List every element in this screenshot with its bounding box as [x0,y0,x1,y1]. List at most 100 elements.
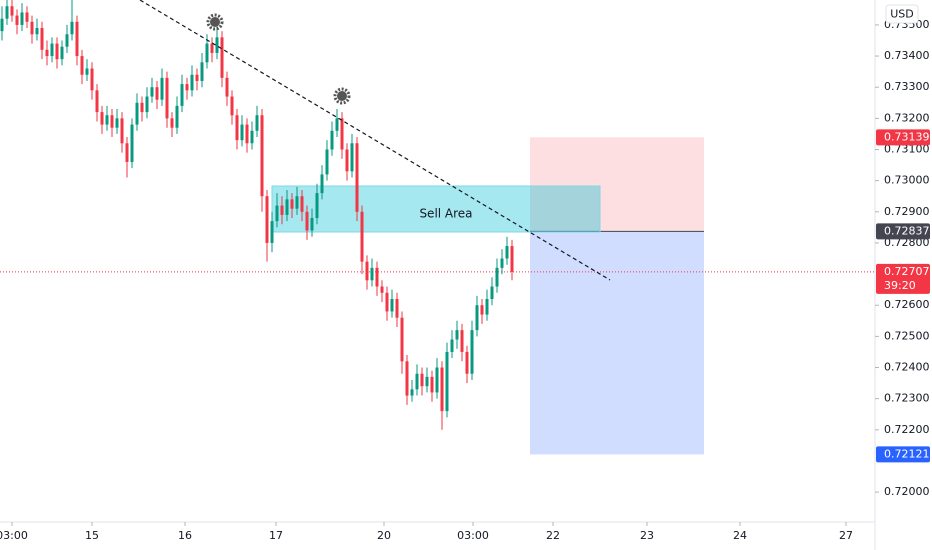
candle-body [510,246,514,272]
candle-body [175,105,179,128]
candle-body [255,115,259,131]
price-marker [876,223,930,240]
candle-body [70,21,74,35]
candle-body [0,18,4,32]
x-tick-label: 15 [85,529,99,542]
y-tick-label: 0.72600 [884,298,930,311]
candle-body [400,317,404,362]
candle-body [230,96,234,116]
candle-body [425,376,429,387]
candle-body [165,77,169,119]
candle-body [275,205,279,222]
candle-body [380,286,384,293]
candle-body [60,46,64,60]
y-tick-label: 0.73000 [884,174,930,187]
x-tick-label: 23 [640,529,654,542]
candle-body [405,361,409,396]
candle-body [145,96,149,113]
candle-body [220,37,224,78]
candle-body [335,118,339,131]
y-tick-label: 0.72500 [884,329,930,342]
candle-body [55,43,59,60]
candle-body [315,193,319,219]
candle-body [260,115,264,197]
candle-body [25,12,29,22]
stop-zone [530,137,704,232]
candle-body [500,258,504,268]
candle-body [440,367,444,412]
candle-body [160,77,164,100]
candle-body [245,124,249,144]
candle-body [140,102,144,113]
candle-body [185,84,189,91]
candle-body [385,292,389,312]
candle-body [490,286,494,299]
candle-body [190,74,194,91]
candle-body [430,376,434,393]
candle-body [80,56,84,75]
y-tick-label: 0.73300 [884,80,930,93]
candle-body [395,298,399,318]
candle-body [410,389,414,396]
candle-body [420,373,424,387]
candle-body [215,37,219,53]
x-tick-label: 24 [733,529,747,542]
trend-line [139,0,611,281]
candle-body [475,305,479,331]
x-tick-label: 22 [546,529,560,542]
y-tick-label: 0.72000 [884,485,930,498]
candle-body [225,77,229,97]
candle-body [375,267,379,287]
price-marker-label: 0.72121 [884,447,930,460]
candle-body [460,330,464,352]
currency: USD [890,8,914,21]
price-marker-label: 0.72707 [884,265,930,278]
candle-body [240,124,244,141]
x-tick-label: 16 [178,529,192,542]
price-marker-label: 0.73139 [884,130,930,143]
candle-body [300,196,304,212]
candle-body [340,118,344,150]
candle-body [285,199,289,215]
candles [0,0,514,430]
y-tick-label: 0.72300 [884,392,930,405]
x-tick-label: 03:00 [0,529,28,542]
candle-body [50,43,54,57]
candle-body [10,6,14,16]
x-tick-label: 03:00 [457,529,489,542]
x-tick-label: 27 [839,529,853,542]
candle-body [210,43,214,53]
candle-body [195,74,199,81]
candle-body [135,102,139,125]
candle-body [270,221,274,243]
candle-body [20,12,24,25]
price-marker [876,446,930,463]
candle-body [120,118,124,144]
candle-body [130,124,134,162]
candle-body [30,21,34,35]
price-marker [876,263,930,294]
candle-body [45,49,49,57]
candle-body [280,205,284,215]
candle-body [360,211,364,262]
candle-body [290,199,294,209]
candle-body [415,373,419,390]
candle-body [365,261,369,281]
marker [206,13,224,31]
currency-box [885,4,919,24]
candle-body [480,305,484,315]
candle-body [445,351,449,412]
candle-body [110,115,114,128]
candle-body [155,87,159,100]
countdown: 39:20 [884,279,916,292]
y-tick-label: 0.72900 [884,205,930,218]
candle-body [355,143,359,212]
candle-body [35,28,39,35]
candle-body [5,6,9,19]
candle-body [310,218,314,231]
candle-body [235,115,239,141]
candle-body [180,84,184,106]
price-marker [876,129,930,146]
sell-area [271,185,601,233]
